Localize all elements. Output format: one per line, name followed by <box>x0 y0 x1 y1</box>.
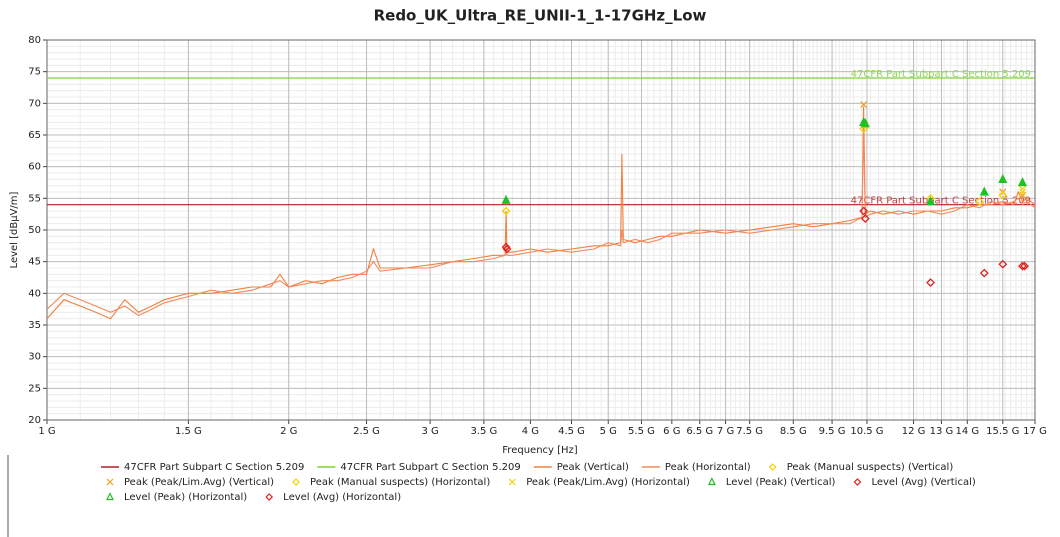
marker-diamond <box>501 206 511 216</box>
legend-label: Peak (Manual suspects) (Vertical) <box>787 462 954 473</box>
marker-triangle <box>926 196 936 206</box>
y-tick-label: 35 <box>28 320 41 331</box>
x-tick-label: 4.5 G <box>558 426 585 437</box>
marker-diamond <box>926 278 935 287</box>
x-tick-label: 6 G <box>663 426 680 437</box>
marker-group <box>502 206 1027 287</box>
marker-diamond <box>1020 261 1030 271</box>
x-tick-label: 1 G <box>38 426 55 437</box>
x-tick-label: 13 G <box>930 426 954 437</box>
y-tick-label: 30 <box>28 352 41 363</box>
legend-icon <box>106 478 114 486</box>
chart-title: Redo_UK_Ultra_RE_UNII-1_1-17GHz_Low <box>374 7 707 25</box>
marker-triangle <box>979 186 989 196</box>
marker-diamond <box>998 259 1008 269</box>
legend-label: Peak (Vertical) <box>557 462 629 473</box>
legend-label: Peak (Manual suspects) (Horizontal) <box>310 477 490 488</box>
legend-label: Peak (Peak/Lim.Avg) (Horizontal) <box>526 477 690 488</box>
marker-triangle <box>1017 177 1028 187</box>
x-tick-label: 3 G <box>421 426 438 437</box>
legend-icon <box>265 493 274 501</box>
x-tick-label: 15.5 G <box>986 426 1019 437</box>
x-tick-label: 5 G <box>600 426 617 437</box>
legend-icon <box>508 478 516 486</box>
legend-triangle <box>707 477 716 486</box>
x-tick-label: 4 G <box>522 426 539 437</box>
legend-label: Peak (Peak/Lim.Avg) (Vertical) <box>124 477 274 488</box>
legend-diamond <box>768 463 777 471</box>
marker-diamond <box>998 190 1008 200</box>
marker-triangle <box>501 194 511 204</box>
y-tick-label: 45 <box>28 257 41 268</box>
y-tick-label: 20 <box>28 415 41 426</box>
limit-label: 47CFR Part Subpart C Section 5.209 <box>851 196 1031 207</box>
marker-group <box>501 214 1030 271</box>
x-tick-label: 17 G <box>1023 426 1047 437</box>
x-tick-label: 14 G <box>955 426 979 437</box>
y-tick-label: 70 <box>28 98 41 109</box>
legend-label: 47CFR Part Subpart C Section 5.209 <box>124 462 304 473</box>
x-tick-label: 10.5 G <box>850 426 883 437</box>
marker-triangle <box>998 173 1008 183</box>
legend-icon <box>707 477 716 486</box>
marker-x <box>1019 188 1026 196</box>
marker-diamond <box>975 197 984 206</box>
limit-label: 47CFR Part Subpart C Section 5.209 <box>851 69 1031 80</box>
legend-label: Peak (Horizontal) <box>665 462 751 473</box>
marker-diamond <box>1018 261 1027 271</box>
y-tick-label: 50 <box>28 225 41 236</box>
x-axis-label: Frequency [Hz] <box>502 445 578 456</box>
legend-label: 47CFR Part Subpart C Section 5.209 <box>340 462 520 473</box>
x-tick-label: 8.5 G <box>780 426 807 437</box>
x-tick-label: 1.5 G <box>175 426 202 437</box>
legend-triangle <box>106 492 114 501</box>
legend-x <box>508 478 516 486</box>
legend-diamond <box>292 478 300 486</box>
x-tick-label: 7.5 G <box>736 426 763 437</box>
legend-diamond <box>265 493 274 501</box>
y-tick-label: 60 <box>28 162 41 173</box>
legend-icon <box>853 478 862 486</box>
legend-diamond <box>853 478 862 486</box>
x-tick-label: 6.5 G <box>686 426 713 437</box>
marker-triangle <box>860 118 870 128</box>
trace-line <box>47 128 1035 317</box>
marker-diamond <box>979 268 989 278</box>
y-axis-label: Level [dBµV/m] <box>9 191 20 268</box>
y-tick-label: 25 <box>28 383 41 394</box>
plot-frame <box>46 39 1036 421</box>
x-tick-label: 7 G <box>717 426 734 437</box>
legend-label: Level (Avg) (Horizontal) <box>283 492 401 503</box>
marker-diamond <box>859 124 869 134</box>
legend-icon <box>768 463 777 471</box>
marker-diamond <box>860 214 870 224</box>
x-tick-label: 2 G <box>280 426 297 437</box>
y-tick-label: 40 <box>28 288 41 299</box>
x-tick-label: 12 G <box>902 426 926 437</box>
legend-icon <box>292 478 300 486</box>
y-tick-label: 80 <box>28 35 41 46</box>
marker-diamond <box>859 206 869 216</box>
x-tick-label: 2.5 G <box>353 426 380 437</box>
y-tick-label: 75 <box>28 67 41 78</box>
legend-label: Level (Peak) (Horizontal) <box>124 492 247 503</box>
trace-line <box>47 106 1035 320</box>
x-tick-label: 9.5 G <box>819 426 846 437</box>
x-tick-label: 3.5 G <box>470 426 497 437</box>
marker-diamond <box>501 242 511 252</box>
legend-x <box>106 478 114 486</box>
legend-label: Level (Peak) (Vertical) <box>726 477 836 488</box>
y-tick-label: 65 <box>28 130 41 141</box>
legend-label: Level (Avg) (Vertical) <box>871 477 975 488</box>
y-tick-label: 55 <box>28 193 41 204</box>
marker-group <box>501 118 1008 206</box>
x-tick-label: 5.5 G <box>628 426 655 437</box>
legend-icon <box>106 492 114 501</box>
marker-x <box>860 101 868 109</box>
